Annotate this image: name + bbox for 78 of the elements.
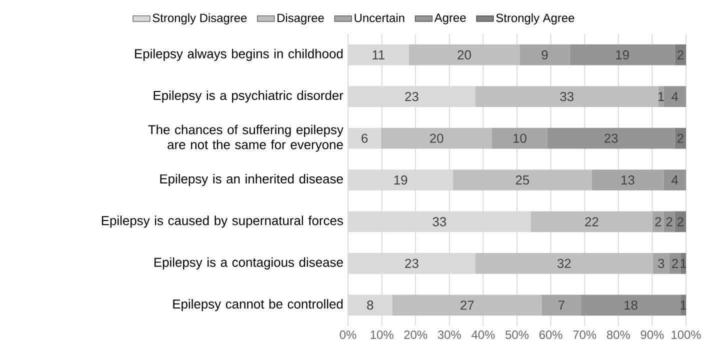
bar — [453, 170, 592, 190]
x-tick-label: 100% — [672, 330, 701, 339]
annotation: 19 — [616, 50, 629, 60]
bar — [547, 128, 675, 149]
x-tick-label: 20% — [404, 330, 428, 339]
legend-label: Strongly Agree — [496, 13, 574, 25]
y-tick-label: The chances of suffering epilepsy are not the same for everyone — [148, 124, 344, 152]
bar — [542, 294, 581, 316]
annotation: 20 — [458, 50, 471, 60]
annotation: 1 — [658, 92, 664, 102]
bar — [664, 170, 686, 190]
bar — [580, 294, 681, 316]
y-tick-label: Epilepsy is an inherited disease — [160, 174, 343, 186]
annotation: 7 — [558, 300, 564, 310]
bar — [520, 44, 570, 66]
bar — [664, 211, 675, 232]
x-tick-label: 90% — [640, 330, 664, 339]
annotation: 11 — [372, 50, 385, 60]
annotation: 20 — [430, 134, 444, 143]
x-tick-label: 0% — [340, 330, 356, 339]
annotation: 9 — [542, 50, 548, 60]
bar — [408, 44, 520, 66]
annotation: 33 — [432, 217, 446, 226]
legend-label: Agree — [434, 14, 466, 24]
y-tick-label: Epilepsy is a psychiatric disorder — [154, 90, 344, 103]
annotation: 4 — [672, 92, 678, 102]
legend-label: Disagree — [278, 13, 324, 25]
annotation: 27 — [460, 300, 474, 310]
annotation: 3 — [658, 258, 664, 268]
annotation: 2 — [677, 50, 684, 60]
bar — [652, 211, 664, 232]
y-tick-label: Epilepsy cannot be controlled — [173, 299, 343, 312]
bar — [669, 253, 681, 274]
x-tick-label: 50% — [506, 330, 529, 339]
bar — [674, 211, 686, 232]
bar — [592, 170, 664, 190]
bar — [475, 253, 653, 274]
bar — [381, 128, 492, 149]
bar — [570, 44, 675, 66]
x-tick-label: 10% — [370, 330, 394, 339]
y-tick-label: Epilepsy is caused by supernatural forces — [102, 216, 343, 228]
annotation: 2 — [655, 217, 662, 226]
annotation: 23 — [604, 134, 618, 143]
legend-label: Uncertain — [354, 13, 404, 22]
annotation: 1 — [680, 300, 686, 310]
y-tick-label: Epilepsy always begins in childhood — [135, 48, 343, 61]
annotation: 1 — [680, 258, 686, 268]
bar — [530, 211, 653, 232]
annotation: 2 — [672, 258, 678, 268]
bar — [475, 86, 658, 107]
bar — [492, 128, 548, 149]
annotation: 6 — [362, 134, 368, 143]
y-tick-label: Epilepsy is a contagious disease — [154, 257, 343, 270]
annotation: 2 — [677, 134, 684, 143]
bar — [664, 86, 686, 107]
bar — [392, 294, 542, 316]
bar — [674, 44, 686, 66]
annotation: 33 — [560, 92, 574, 102]
x-tick-label: 70% — [573, 330, 596, 339]
annotation: 25 — [516, 175, 530, 185]
x-tick-label: 80% — [606, 330, 630, 339]
x-tick-label: 40% — [472, 330, 495, 339]
annotation: 2 — [677, 217, 684, 226]
legend-label: Strongly Disagree — [152, 13, 247, 25]
annotation: 4 — [672, 176, 678, 184]
annotation: 10 — [513, 134, 526, 143]
annotation: 18 — [624, 300, 638, 310]
annotation: 22 — [585, 217, 598, 226]
annotation: 23 — [405, 258, 418, 268]
annotation: 32 — [557, 258, 571, 268]
annotation: 13 — [621, 175, 634, 185]
bar — [652, 253, 670, 274]
annotation: 2 — [666, 217, 672, 226]
x-tick-label: 30% — [438, 330, 461, 339]
annotation: 8 — [367, 300, 374, 310]
x-tick-label: 60% — [539, 330, 562, 339]
annotation: 19 — [394, 175, 408, 185]
annotation: 23 — [405, 92, 418, 102]
